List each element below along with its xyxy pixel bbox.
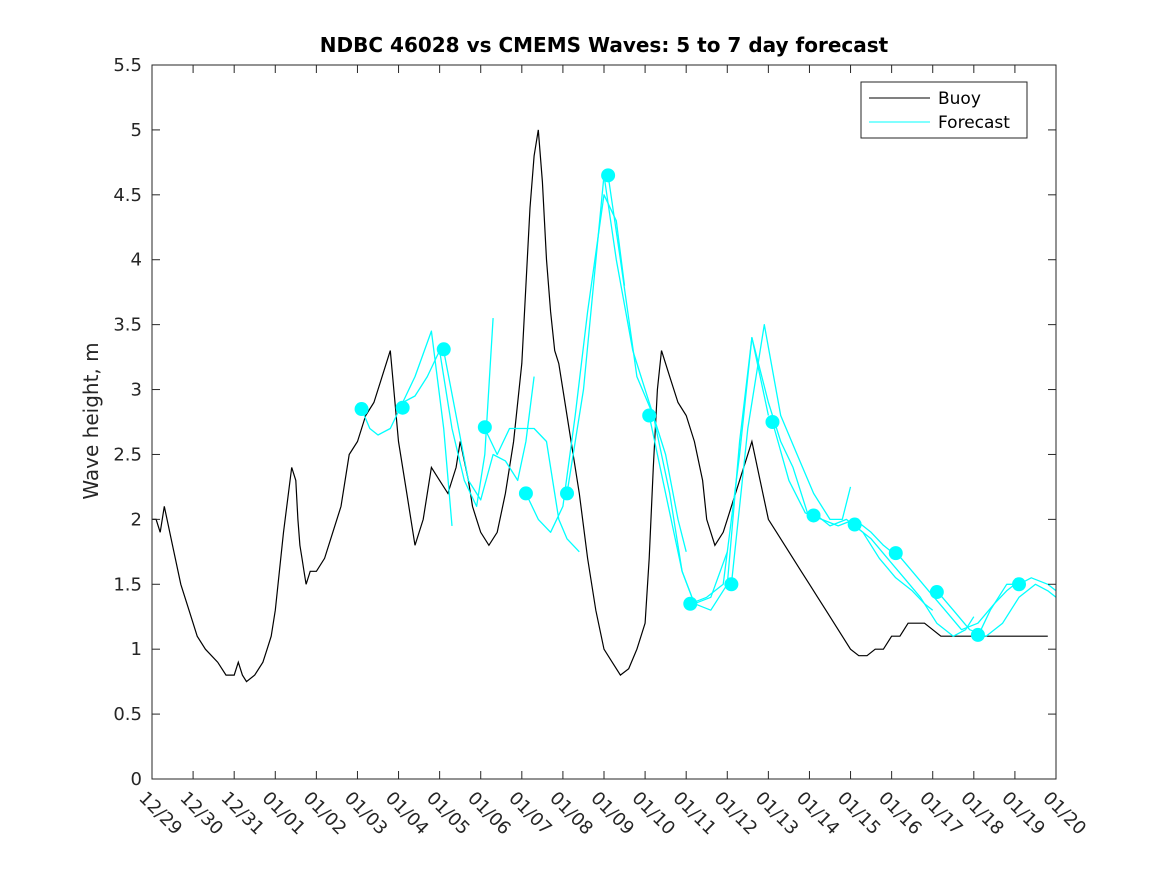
x-tick-label: 01/17 bbox=[915, 788, 967, 840]
y-tick-label: 0.5 bbox=[113, 704, 142, 725]
x-tick-label: 01/13 bbox=[751, 788, 803, 840]
forecast-segment-4 bbox=[484, 427, 580, 553]
forecast-segment-12 bbox=[813, 512, 934, 611]
forecast-marker bbox=[1012, 577, 1027, 592]
forecast-marker bbox=[395, 400, 410, 415]
x-tick-label: 01/03 bbox=[340, 788, 392, 840]
y-tick-label: 4.5 bbox=[113, 185, 142, 206]
chart-title: NDBC 46028 vs CMEMS Waves: 5 to 7 day fo… bbox=[320, 33, 889, 57]
x-tick-label: 01/19 bbox=[997, 788, 1049, 840]
forecast-marker bbox=[642, 408, 657, 423]
forecast-marker bbox=[888, 546, 903, 561]
forecast-segment-14 bbox=[895, 551, 1016, 631]
y-tick-label: 2.5 bbox=[113, 444, 142, 465]
x-tick-label: 01/07 bbox=[504, 788, 556, 840]
forecast-segment-15 bbox=[936, 583, 1057, 637]
x-tick-label: 01/06 bbox=[463, 788, 515, 840]
y-axis-label: Wave height, m bbox=[79, 342, 103, 499]
y-tick-label: 3 bbox=[131, 380, 142, 401]
forecast-segment-3 bbox=[443, 350, 535, 501]
forecast-marker bbox=[806, 508, 821, 523]
forecast-segment-13 bbox=[854, 525, 975, 637]
forecast-segment-9 bbox=[690, 336, 811, 605]
forecast-segment-11 bbox=[771, 421, 893, 553]
y-tick-label: 0 bbox=[131, 769, 142, 790]
x-tick-label: 01/16 bbox=[874, 788, 926, 840]
forecast-marker bbox=[477, 420, 492, 435]
forecast-marker bbox=[683, 596, 698, 611]
forecast-segment-7 bbox=[607, 175, 728, 605]
forecast-segment-2 bbox=[402, 318, 494, 508]
forecast-marker bbox=[436, 342, 451, 357]
forecast-segment-5 bbox=[525, 194, 626, 533]
legend-box bbox=[860, 81, 1028, 139]
x-tick-label: 12/31 bbox=[217, 788, 269, 840]
x-tick-label: 01/12 bbox=[710, 788, 762, 840]
forecast-segment-10 bbox=[730, 323, 852, 585]
forecast-marker bbox=[724, 577, 739, 592]
y-tick-label: 5 bbox=[131, 120, 142, 141]
x-tick-label: 01/05 bbox=[422, 788, 474, 840]
y-tick-label: 5.5 bbox=[113, 55, 142, 76]
forecast-marker bbox=[929, 585, 944, 600]
x-tick-label: 01/09 bbox=[586, 788, 638, 840]
x-tick-label: 01/04 bbox=[381, 788, 433, 840]
forecast-segment-8 bbox=[648, 336, 770, 611]
x-tick-label: 12/30 bbox=[176, 788, 228, 840]
y-tick-label: 1 bbox=[131, 639, 142, 660]
legend-buoy-label: Buoy bbox=[938, 89, 981, 109]
x-tick-label: 01/01 bbox=[258, 788, 310, 840]
forecast-marker bbox=[560, 486, 575, 501]
legend-forecast-label: Forecast bbox=[938, 113, 1010, 133]
forecast-segment-6 bbox=[566, 174, 687, 552]
forecast-marker bbox=[847, 517, 862, 532]
plot-area bbox=[152, 129, 1057, 683]
x-tick-label: 01/14 bbox=[792, 788, 844, 840]
legend: Buoy Forecast bbox=[860, 81, 1028, 139]
forecast-marker bbox=[601, 168, 616, 183]
x-tick-label: 01/02 bbox=[299, 788, 351, 840]
x-tick-label: 01/11 bbox=[669, 788, 721, 840]
forecast-marker bbox=[354, 402, 369, 417]
x-tick-label: 01/15 bbox=[833, 788, 885, 840]
forecast-marker bbox=[518, 486, 533, 501]
x-tick-label: 01/20 bbox=[1038, 788, 1090, 840]
forecast-marker bbox=[765, 415, 780, 429]
x-tick-label: 01/18 bbox=[956, 788, 1008, 840]
buoy-series-line bbox=[152, 129, 1048, 683]
x-tick-label: 12/29 bbox=[134, 788, 186, 840]
y-tick-label: 3.5 bbox=[113, 315, 142, 336]
x-tick-label: 01/08 bbox=[545, 788, 597, 840]
x-tick-label: 01/10 bbox=[628, 788, 680, 840]
y-tick-label: 1.5 bbox=[113, 574, 142, 595]
y-tick-label: 2 bbox=[131, 509, 142, 530]
y-tick-label: 4 bbox=[131, 250, 142, 271]
forecast-marker bbox=[970, 627, 985, 642]
